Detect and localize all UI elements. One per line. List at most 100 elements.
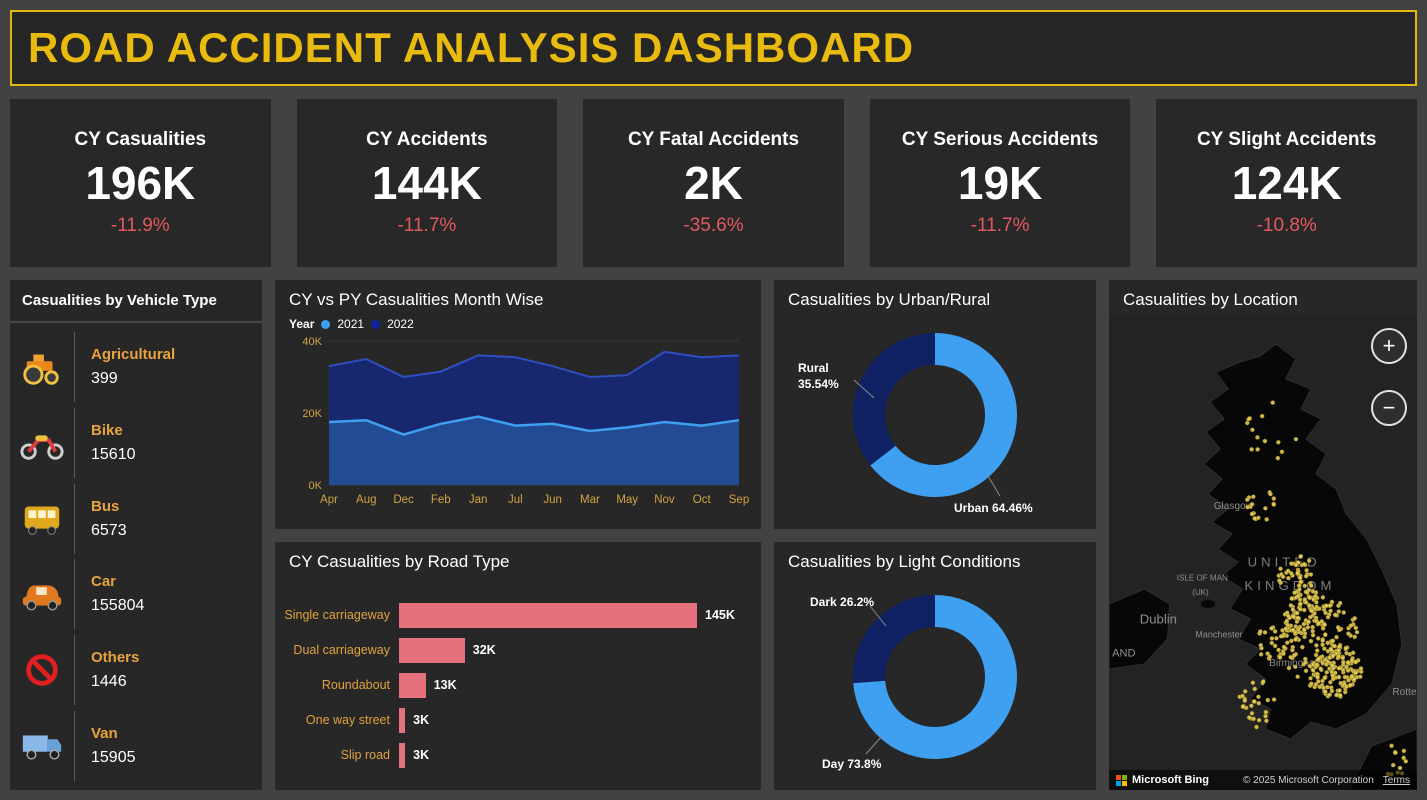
- vehicle-row-bus[interactable]: Bus 6573: [10, 483, 262, 554]
- svg-text:0K: 0K: [309, 480, 323, 492]
- car-icon: [10, 574, 74, 614]
- legend-label-2022[interactable]: 2022: [387, 317, 414, 331]
- bar-row-one-way-street[interactable]: One way street 3K: [275, 703, 751, 738]
- bar-track: 3K: [399, 707, 751, 733]
- vehicle-type-panel: Casualities by Vehicle Type Agricultural…: [10, 280, 262, 790]
- roadtype-chart-panel: CY Casualities by Road Type Single carri…: [275, 541, 761, 790]
- bar-track: 3K: [399, 742, 751, 768]
- vehicle-label: Others: [91, 649, 140, 667]
- monthwise-chart-title: CY vs PY Casualities Month Wise: [289, 290, 544, 309]
- vehicle-text: Bus 6573: [74, 483, 262, 554]
- vehicle-row-agricultural[interactable]: Agricultural 399: [10, 331, 262, 402]
- vehicle-label: Car: [91, 573, 117, 591]
- svg-text:KINGDOM: KINGDOM: [1245, 578, 1336, 593]
- bus-icon: [10, 499, 74, 539]
- vehicle-row-others[interactable]: Others 1446: [10, 635, 262, 706]
- svg-text:20K: 20K: [302, 408, 322, 420]
- location-map-title: Casualities by Location: [1123, 290, 1298, 309]
- svg-text:40K: 40K: [302, 336, 322, 348]
- vehicle-label: Agricultural: [91, 345, 176, 363]
- roadtype-chart-title: CY Casualities by Road Type: [289, 551, 510, 571]
- tractor-icon: [10, 347, 74, 387]
- svg-text:Mar: Mar: [580, 494, 600, 506]
- zoom-in-button[interactable]: +: [1371, 328, 1407, 364]
- bar-label: One way street: [305, 713, 390, 727]
- vehicle-value: 399: [91, 369, 118, 387]
- svg-text:Sep: Sep: [729, 494, 749, 506]
- vehicle-text: Agricultural 399: [74, 331, 262, 402]
- svg-text:Rotter: Rotter: [1392, 687, 1417, 698]
- bar-row-slip-road[interactable]: Slip road 3K: [275, 738, 751, 773]
- vehicle-value: 15905: [91, 749, 136, 767]
- kpi-card-slight-accidents: CY Slight Accidents 124K -10.8%: [1156, 99, 1417, 267]
- vehicle-row-bike[interactable]: Bike 15610: [10, 407, 262, 478]
- donut-urban-rural[interactable]: [842, 322, 1028, 513]
- no-entry-icon: [10, 650, 74, 690]
- kpi-card-fatal-accidents: CY Fatal Accidents 2K -35.6%: [583, 99, 844, 267]
- bar[interactable]: [399, 602, 697, 628]
- bar-label: Dual carriageway: [293, 643, 390, 657]
- bar[interactable]: [399, 742, 406, 768]
- bar-value: 145K: [705, 608, 735, 622]
- bar[interactable]: [399, 637, 465, 663]
- svg-text:Aug: Aug: [356, 494, 376, 506]
- kpi-delta: -11.9%: [110, 215, 170, 236]
- bar[interactable]: [399, 672, 426, 698]
- bing-attribution: Microsoft Bing: [1116, 774, 1209, 786]
- location-map[interactable]: Glasgow UNITED KINGDOM ISLE OF MAN (UK) Dubli…: [1109, 314, 1417, 790]
- dark-label: Dark 26.2%: [810, 594, 875, 609]
- bar-row-single-carriageway[interactable]: Single carriageway 145K: [275, 598, 751, 633]
- terms-link[interactable]: Terms: [1382, 774, 1410, 786]
- bar-row-dual-carriageway[interactable]: Dual carriageway 32K: [275, 633, 751, 668]
- vehicle-row-car[interactable]: Car 155804: [10, 559, 262, 630]
- dashboard-page: ROAD ACCIDENT ANALYSIS DASHBOARD CY Casu…: [10, 10, 1417, 790]
- kpi-label: CY Accidents: [366, 129, 488, 150]
- legend-dot-2022: [371, 319, 381, 329]
- kpi-value: 2K: [684, 157, 743, 209]
- bar-value: 13K: [433, 678, 457, 692]
- svg-text:ISLE OF MAN: ISLE OF MAN: [1177, 574, 1228, 583]
- donut-light[interactable]: [842, 584, 1028, 775]
- day-label: Day 73.8%: [822, 756, 882, 771]
- bing-label: Microsoft Bing: [1132, 774, 1209, 786]
- dashboard-header: ROAD ACCIDENT ANALYSIS DASHBOARD: [10, 10, 1417, 86]
- light-conditions-title: Casualities by Light Conditions: [788, 551, 1021, 571]
- svg-text:Nov: Nov: [654, 494, 675, 506]
- urban-rural-title: Casualities by Urban/Rural: [788, 290, 991, 309]
- svg-text:Dublin: Dublin: [1140, 611, 1177, 626]
- ireland-landmass: [1109, 588, 1171, 670]
- map-legal: © 2025 Microsoft Corporation Terms: [1243, 775, 1410, 786]
- kpi-value: 144K: [371, 157, 482, 209]
- svg-text:Jan: Jan: [469, 494, 488, 506]
- bar-track: 145K: [399, 602, 751, 628]
- legend-title: Year: [289, 317, 315, 331]
- svg-text:Oct: Oct: [693, 494, 712, 506]
- vehicle-value: 15610: [91, 445, 136, 463]
- vehicle-label: Bus: [91, 497, 120, 515]
- urban-rural-panel: Casualities by Urban/Rural Rural 35.54% …: [774, 280, 1096, 529]
- kpi-label: CY Casualities: [74, 129, 207, 150]
- area-chart[interactable]: 0K 20K 40K Apr Aug Dec Feb Jan Jul Jun Mar May Nov Oc…: [275, 331, 761, 516]
- vehicle-text: Others 1446: [74, 635, 262, 706]
- vehicle-panel-title: Casualities by Vehicle Type: [10, 280, 262, 323]
- legend-dot-2021: [321, 319, 331, 329]
- vehicle-value: 6573: [91, 521, 127, 539]
- kpi-delta: -11.7%: [970, 215, 1030, 236]
- vehicle-text: Bike 15610: [74, 407, 262, 478]
- vehicle-row-van[interactable]: Van 15905: [10, 711, 262, 782]
- kpi-delta: -11.7%: [397, 215, 457, 236]
- zoom-out-button[interactable]: −: [1371, 390, 1407, 426]
- vehicle-label: Van: [91, 725, 118, 743]
- kpi-card-accidents: CY Accidents 144K -11.7%: [296, 99, 558, 267]
- isle-of-man: [1200, 600, 1216, 608]
- kpi-row: CY Casualities 196K -11.9% CY Accidents …: [10, 99, 1417, 267]
- kpi-card-casualities: CY Casualities 196K -11.9%: [10, 99, 271, 267]
- bar-value: 3K: [413, 748, 430, 762]
- vehicle-value: 155804: [91, 597, 145, 615]
- bar-row-roundabout[interactable]: Roundabout 13K: [275, 668, 751, 703]
- legend-label-2021[interactable]: 2021: [337, 317, 365, 331]
- bar[interactable]: [399, 707, 406, 733]
- bar-track: 13K: [399, 672, 751, 698]
- svg-text:Dec: Dec: [393, 494, 414, 506]
